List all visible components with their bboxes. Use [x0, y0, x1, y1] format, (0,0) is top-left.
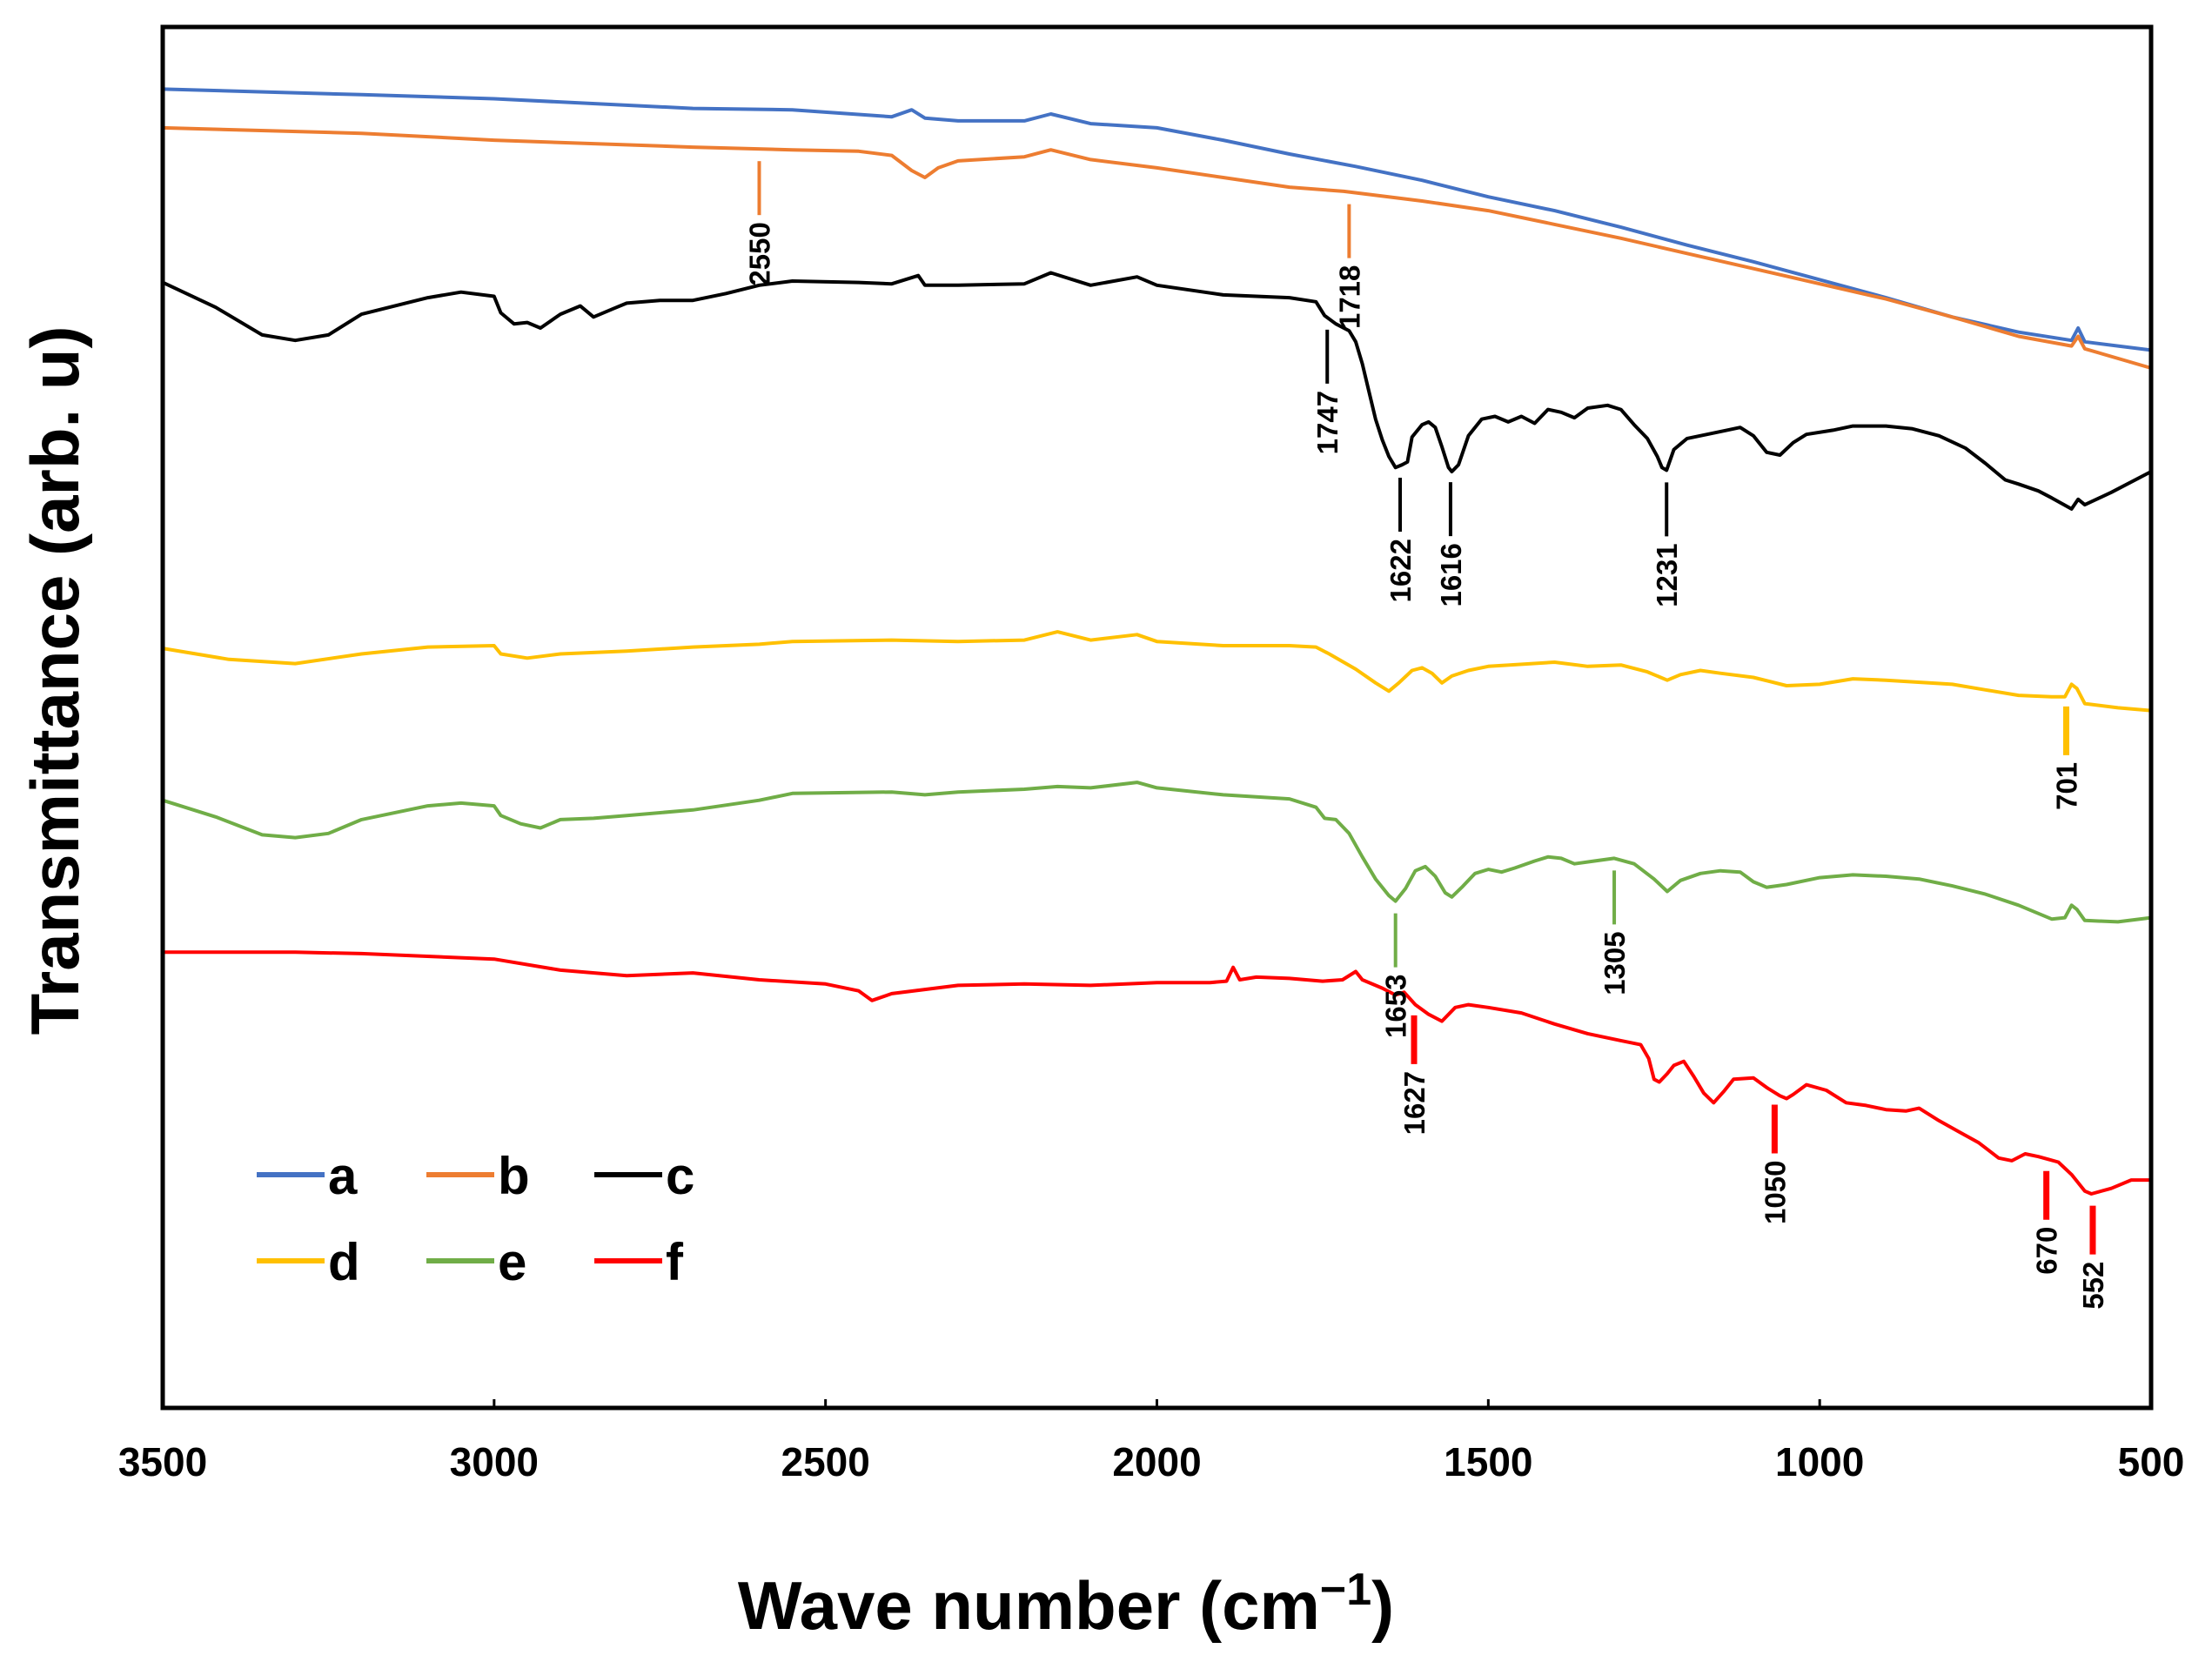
legend-label-d: d: [328, 1233, 360, 1291]
x-tick-label-1000: 1000: [1775, 1439, 1864, 1484]
legend: a b c d e f: [257, 1147, 694, 1291]
x-axis-title-main: Wave number (cm: [738, 1567, 1320, 1644]
x-axis-title-superscript: −1: [1320, 1565, 1371, 1615]
annotation-label-552: 552: [2077, 1262, 2109, 1310]
series-d-line: [161, 630, 2153, 713]
x-tick-label-3500: 3500: [118, 1439, 207, 1484]
annotation-label-1653: 1653: [1380, 975, 1412, 1038]
annotation-label-1718: 1718: [1333, 265, 1365, 329]
annotation-label-1305: 1305: [1599, 931, 1631, 995]
legend-label-e: e: [498, 1233, 526, 1291]
series-b-line: [161, 125, 2153, 370]
annotation-label-1616: 1616: [1435, 543, 1467, 606]
x-axis-title: Wave number (cm−1): [738, 1565, 1394, 1644]
annotation-layer: 2550 1718 1747 1622 1616 1231 701 1653 1305 1627 1…: [744, 161, 2109, 1310]
x-axis-title-close: ): [1371, 1567, 1394, 1644]
legend-label-c: c: [666, 1147, 694, 1205]
series-e-line: [161, 781, 2153, 924]
legend-label-a: a: [328, 1147, 358, 1205]
annotation-label-1627: 1627: [1398, 1071, 1431, 1135]
annotation-label-1231: 1231: [1651, 543, 1683, 606]
legend-label-b: b: [498, 1147, 530, 1205]
series-c-line: [161, 271, 2153, 511]
legend-label-f: f: [666, 1233, 684, 1291]
annotation-label-1050: 1050: [1759, 1161, 1791, 1224]
annotation-label-1622: 1622: [1384, 539, 1417, 602]
annotation-label-1747: 1747: [1311, 391, 1344, 454]
x-tick-labels: 3500 3000 2500 2000 1500 1000 500: [118, 1399, 2185, 1484]
x-tick-label-1500: 1500: [1444, 1439, 1532, 1484]
annotation-label-701: 701: [2051, 762, 2083, 810]
x-tick-label-3000: 3000: [450, 1439, 539, 1484]
x-tick-label-2000: 2000: [1112, 1439, 1201, 1484]
annotation-label-2550: 2550: [744, 222, 776, 285]
y-axis-title: Transmittance (arb. u): [17, 326, 93, 1035]
series-f-line: [161, 950, 2153, 1196]
annotation-label-670: 670: [2031, 1227, 2063, 1275]
x-tick-label-500: 500: [2118, 1439, 2185, 1484]
x-tick-label-2500: 2500: [781, 1439, 869, 1484]
series-layer: [161, 87, 2153, 1196]
